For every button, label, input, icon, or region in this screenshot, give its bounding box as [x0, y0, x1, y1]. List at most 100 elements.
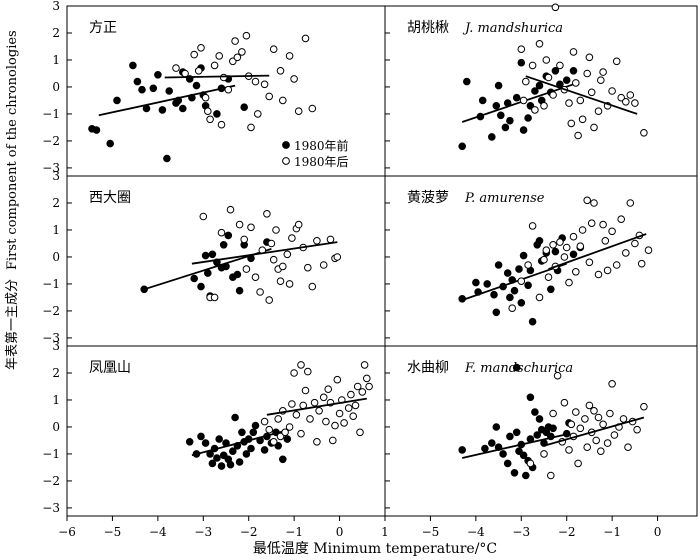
- point-before-1980: [106, 139, 114, 148]
- panel: 水曲柳 F. mandschurica: [407, 359, 648, 480]
- point-after-1980: [640, 129, 648, 137]
- point-before-1980: [158, 106, 167, 114]
- point-after-1980: [308, 104, 317, 113]
- point-after-1980: [587, 219, 596, 227]
- point-after-1980: [574, 131, 582, 140]
- point-after-1980: [622, 98, 630, 106]
- point-after-1980: [224, 85, 233, 94]
- x-tick-label: −6: [58, 525, 76, 539]
- point-before-1980: [240, 103, 248, 111]
- point-before-1980: [517, 58, 526, 67]
- point-after-1980: [304, 263, 312, 272]
- y-tick-label: 2: [52, 366, 60, 380]
- y-tick-label: 2: [52, 26, 60, 40]
- point-after-1980: [274, 415, 283, 423]
- point-after-1980: [281, 428, 289, 437]
- point-before-1980: [224, 231, 233, 240]
- legend-marker-after: [282, 157, 290, 165]
- point-before-1980: [235, 286, 244, 295]
- point-after-1980: [517, 277, 526, 286]
- point-after-1980: [594, 107, 603, 115]
- point-after-1980: [319, 393, 328, 402]
- point-after-1980: [310, 398, 319, 407]
- y-tick-label: −3: [42, 161, 60, 175]
- y-tick-label: 3: [52, 0, 60, 13]
- point-after-1980: [290, 369, 298, 377]
- point-after-1980: [526, 459, 535, 468]
- point-after-1980: [269, 45, 278, 54]
- point-after-1980: [572, 268, 580, 276]
- point-after-1980: [578, 226, 587, 234]
- point-after-1980: [340, 419, 348, 427]
- point-before-1980: [138, 85, 146, 94]
- point-before-1980: [283, 435, 292, 443]
- point-before-1980: [154, 71, 162, 79]
- point-after-1980: [276, 432, 285, 441]
- point-after-1980: [519, 96, 528, 105]
- panel-title: 水曲柳: [407, 359, 449, 376]
- point-before-1980: [517, 299, 526, 307]
- point-before-1980: [197, 282, 205, 291]
- point-after-1980: [528, 222, 537, 230]
- point-after-1980: [531, 106, 539, 114]
- y-tick-label: −3: [42, 331, 60, 345]
- panel: 西大圈: [89, 190, 342, 304]
- point-after-1980: [560, 398, 569, 407]
- point-after-1980: [524, 261, 532, 269]
- point-after-1980: [172, 64, 180, 72]
- point-after-1980: [549, 241, 557, 249]
- point-before-1980: [458, 142, 467, 151]
- point-after-1980: [269, 438, 278, 446]
- point-after-1980: [565, 446, 573, 454]
- point-after-1980: [631, 239, 639, 248]
- point-before-1980: [226, 460, 235, 469]
- point-before-1980: [519, 451, 528, 460]
- point-before-1980: [492, 102, 501, 110]
- point-before-1980: [526, 393, 535, 402]
- point-before-1980: [208, 459, 217, 468]
- point-after-1980: [633, 425, 641, 434]
- point-after-1980: [333, 253, 342, 261]
- point-after-1980: [360, 361, 369, 369]
- point-before-1980: [179, 104, 187, 113]
- point-before-1980: [192, 81, 201, 90]
- point-after-1980: [294, 220, 303, 229]
- legend: 1980年前 1980年后: [282, 138, 349, 169]
- y-tick-label: −1: [42, 107, 60, 121]
- point-after-1980: [551, 3, 560, 12]
- point-before-1980: [242, 450, 251, 458]
- point-after-1980: [204, 107, 212, 115]
- point-after-1980: [608, 380, 616, 388]
- point-after-1980: [569, 48, 578, 56]
- point-after-1980: [304, 367, 312, 376]
- point-after-1980: [583, 196, 592, 205]
- point-before-1980: [204, 269, 212, 277]
- point-after-1980: [247, 223, 255, 232]
- point-after-1980: [285, 52, 294, 60]
- point-after-1980: [576, 424, 585, 433]
- panel: 胡桃楸 J. mandshurica: [407, 3, 648, 151]
- point-after-1980: [601, 237, 610, 245]
- point-after-1980: [331, 421, 339, 430]
- panel-species: J. mandshurica: [462, 21, 563, 36]
- point-before-1980: [524, 281, 532, 290]
- point-after-1980: [251, 273, 260, 282]
- panel-title: 黄菠萝: [407, 189, 449, 206]
- x-tick-label: −1: [285, 525, 303, 539]
- point-after-1980: [199, 212, 208, 221]
- point-before-1980: [488, 133, 496, 141]
- point-before-1980: [497, 111, 505, 120]
- point-before-1980: [458, 446, 467, 454]
- point-after-1980: [603, 439, 612, 447]
- point-after-1980: [217, 228, 226, 237]
- legend-label-before: 1980年前: [294, 138, 349, 153]
- point-before-1980: [463, 77, 471, 86]
- point-before-1980: [185, 438, 194, 446]
- point-after-1980: [265, 92, 274, 101]
- point-after-1980: [540, 255, 548, 264]
- point-before-1980: [208, 250, 217, 259]
- point-after-1980: [194, 67, 203, 75]
- point-after-1980: [549, 91, 557, 99]
- point-after-1980: [590, 407, 598, 415]
